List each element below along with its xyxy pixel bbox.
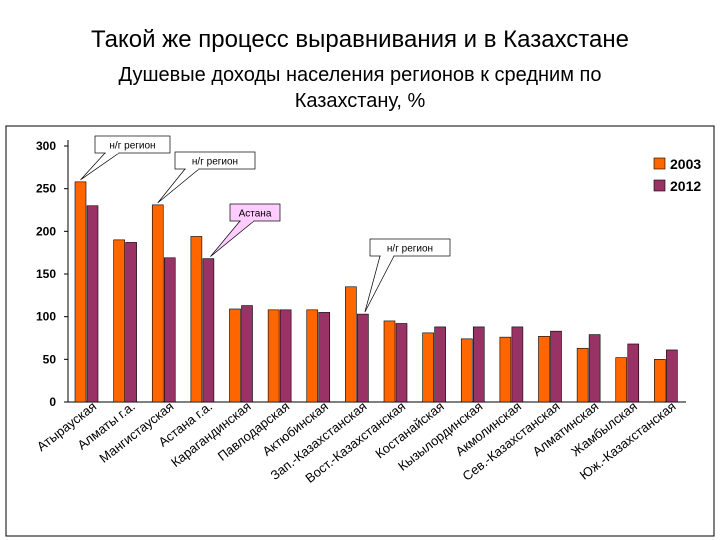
bar-2003-15: [654, 359, 666, 403]
bar-2012-4: [241, 305, 253, 403]
bar-2003-5: [267, 309, 280, 403]
bar-2012-2: [163, 257, 176, 403]
y-tick-label: 0: [49, 395, 56, 409]
bar-2012-12: [550, 330, 562, 403]
legend-label-2012: 2012: [670, 178, 701, 194]
page-title: Такой же процесс выравнивания и в Казахс…: [91, 26, 629, 53]
annotation-box: [229, 203, 281, 222]
y-tick-label: 100: [36, 310, 56, 324]
bar-2003-11: [499, 336, 512, 403]
bar-2012-13: [588, 334, 601, 403]
bar-2012-3: [202, 258, 215, 403]
subtitle-line-1: Душевые доходы населения регионов к сред…: [118, 64, 602, 86]
bar-2012-10: [472, 326, 485, 403]
bar-2012-11: [511, 326, 524, 403]
bar-2003-12: [538, 335, 550, 403]
bars-layer: [74, 181, 678, 403]
subtitle-line-2: Казахстану, %: [294, 90, 426, 112]
bar-2003-1: [113, 239, 125, 403]
bar-2003-7: [345, 286, 357, 403]
legend-label-2003: 2003: [670, 156, 701, 172]
page-subtitle: Душевые доходы населения регионов к сред…: [0, 62, 720, 114]
bar-2012-1: [125, 242, 137, 403]
bar-2003-13: [576, 347, 589, 403]
bar-2003-4: [229, 308, 241, 403]
y-tick-label: 150: [36, 267, 56, 281]
annotation-box: [174, 151, 256, 170]
annotation-box: [369, 238, 451, 257]
legend-swatch-2003: [653, 157, 666, 170]
bar-2012-14: [627, 343, 640, 403]
bar-2003-9: [422, 332, 434, 403]
annotation-text: Астана: [239, 209, 272, 220]
bar-2012-8: [395, 323, 408, 403]
annotation-text: н/г регион: [387, 244, 433, 255]
y-tick-label: 200: [36, 224, 56, 238]
bar-2003-2: [151, 204, 164, 403]
annotation-box: [94, 135, 171, 154]
bar-2003-3: [190, 236, 203, 403]
y-tick-label: 300: [36, 139, 56, 153]
bar-2012-15: [666, 349, 678, 403]
bar-2003-6: [306, 309, 319, 403]
bar-2012-6: [318, 312, 331, 403]
legend-swatch-2012: [653, 179, 666, 192]
bar-2012-0: [86, 205, 99, 403]
annotation-text: н/г регион: [192, 157, 238, 168]
legend: 2003 2012: [653, 156, 701, 194]
bar-2003-14: [615, 357, 628, 403]
bar-2012-7: [357, 313, 369, 403]
bar-2003-8: [383, 320, 396, 403]
y-tick-label: 250: [36, 182, 56, 196]
bar-2003-0: [74, 181, 87, 403]
annotation-text: н/г регион: [109, 141, 155, 152]
bar-2003-10: [460, 338, 473, 403]
bar-2012-5: [279, 309, 292, 403]
bar-2012-9: [434, 326, 446, 403]
y-tick-label: 50: [43, 352, 57, 366]
annotations-layer: н/г регион н/г регион Астана н/г регион: [80, 135, 451, 313]
